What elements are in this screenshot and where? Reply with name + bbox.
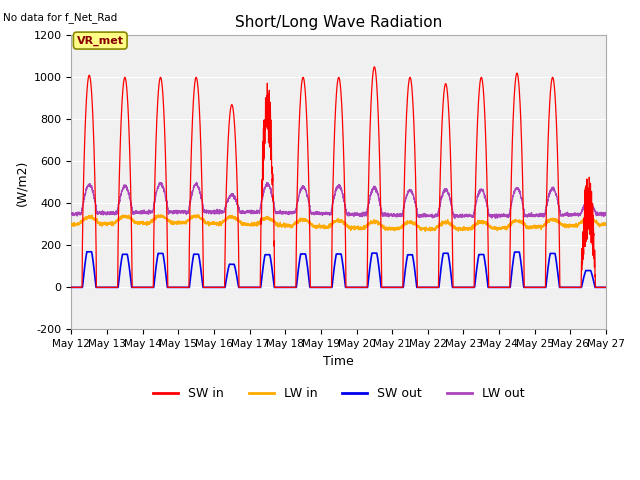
Y-axis label: (W/m2): (W/m2) xyxy=(15,159,28,205)
Text: No data for f_Net_Rad: No data for f_Net_Rad xyxy=(3,12,118,23)
Legend: SW in, LW in, SW out, LW out: SW in, LW in, SW out, LW out xyxy=(148,383,530,406)
Text: VR_met: VR_met xyxy=(77,36,124,46)
X-axis label: Time: Time xyxy=(323,355,354,368)
Title: Short/Long Wave Radiation: Short/Long Wave Radiation xyxy=(235,15,442,30)
